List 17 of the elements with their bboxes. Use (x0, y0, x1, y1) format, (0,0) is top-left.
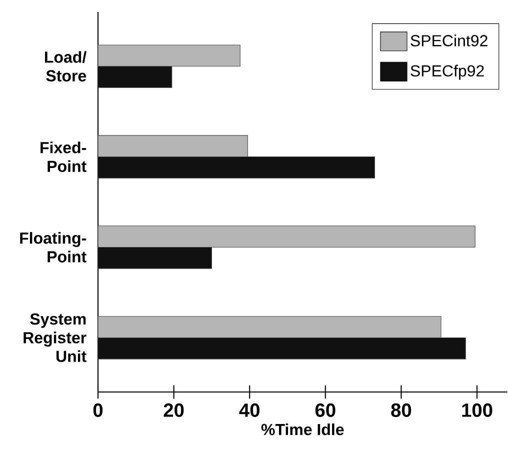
x-tick-label: 20 (164, 403, 184, 417)
x-tick-label: 0 (93, 403, 103, 417)
x-tick-label: 100 (462, 403, 492, 417)
y-tick-label: System Register Unit (24, 313, 86, 362)
x-tick-label: 60 (315, 403, 336, 417)
x-tick-label: 40 (239, 403, 260, 417)
legend-label: SPECint92 (410, 34, 488, 46)
y-tick-label: Load/ Store (45, 50, 86, 82)
x-axis-title: %Time Idle (261, 423, 344, 436)
x-tick-label: 80 (391, 403, 412, 417)
bar (98, 156, 375, 178)
bar (98, 66, 172, 88)
y-tick-label: Floating-Point (20, 232, 86, 262)
y-tick-label: Fixed-Point (40, 141, 86, 172)
bar (98, 246, 212, 269)
legend-label: SPECfp92 (410, 64, 484, 80)
bar (98, 337, 466, 360)
